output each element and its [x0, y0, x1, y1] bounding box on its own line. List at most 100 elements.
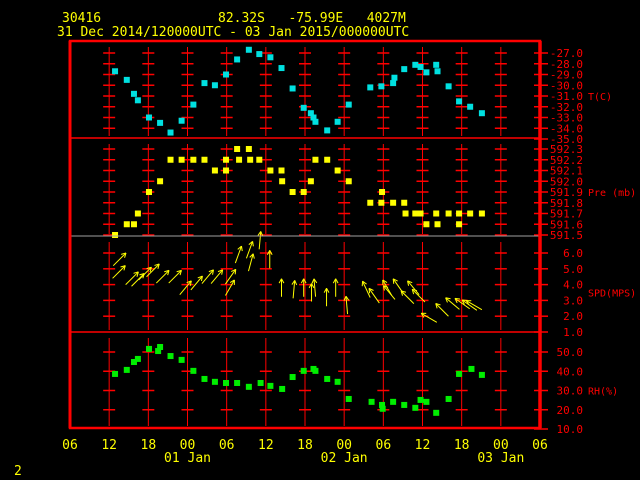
wind-arrow-shaft [146, 263, 160, 278]
data-point [112, 68, 119, 75]
wind-arrow-head [407, 280, 410, 286]
wind-arrow [155, 269, 170, 284]
x-tick-label: 18 [297, 438, 313, 453]
data-point [412, 61, 419, 68]
x-tick-label: 00 [180, 438, 196, 453]
data-point [402, 210, 409, 217]
x-tick-label: 12 [258, 438, 274, 453]
wind-arrow-head [120, 265, 126, 268]
data-point [300, 367, 307, 374]
wind-arrow-head [260, 231, 264, 237]
wind-arrow-head [343, 295, 347, 301]
axis-tick-label: 50.0 [557, 346, 584, 359]
data-point [324, 375, 331, 382]
wind-arrow-head [454, 297, 460, 300]
wind-arrow-shaft [454, 297, 470, 310]
data-point [201, 80, 208, 87]
data-point [433, 210, 440, 217]
data-point [417, 396, 424, 403]
data-point [433, 61, 440, 68]
data-point [112, 232, 119, 238]
wind-arrow [248, 253, 255, 272]
wind-arrow-head [368, 288, 371, 294]
wind-arrow-shaft [407, 280, 420, 295]
axis-tick-label: 591.7 [550, 208, 583, 221]
wind-arrow-shaft [168, 269, 182, 284]
wind-arrow [323, 288, 330, 307]
wind-arrow-head [345, 295, 350, 301]
wind-arrow-head [435, 303, 441, 306]
data-point [445, 83, 452, 90]
series-wind [112, 231, 483, 323]
wind-arrow-shaft [210, 269, 224, 284]
wind-arrow [257, 231, 264, 250]
x-tick-label: 00 [336, 438, 352, 453]
wind-arrow-head [266, 250, 271, 255]
wind-arrow-head [445, 297, 451, 300]
data-point [324, 127, 331, 134]
x-date-label: 01 Jan [164, 451, 211, 466]
wind-arrow [245, 241, 254, 259]
data-point [247, 156, 254, 163]
data-point [157, 119, 164, 126]
data-point [401, 66, 408, 73]
wind-arrow-shaft [445, 297, 460, 310]
wind-arrow-head [154, 263, 160, 266]
wind-arrow-head [136, 271, 139, 277]
wind-arrow-head [411, 289, 415, 295]
data-point [289, 85, 296, 92]
data-point [390, 80, 397, 87]
wind-arrow [461, 299, 478, 311]
x-tick-label: 06 [532, 438, 548, 453]
data-point [279, 385, 286, 392]
wind-arrow-head [368, 287, 374, 291]
wind-arrow-head [278, 278, 282, 284]
wind-arrow-head [291, 280, 296, 285]
data-point [267, 54, 274, 61]
wind-arrow-head [229, 279, 235, 283]
wind-arrow-head [332, 278, 337, 284]
wind-arrow-head [257, 231, 262, 236]
wind-arrow-head [281, 278, 285, 284]
series-temp [112, 46, 485, 136]
data-point [312, 367, 319, 374]
wind-arrow-head [139, 273, 145, 276]
wind-arrow-shaft [292, 280, 296, 299]
wind-arrow-shaft [112, 265, 126, 279]
data-point [412, 210, 419, 217]
data-point [467, 210, 474, 217]
data-point [167, 129, 174, 136]
data-point [300, 104, 307, 111]
data-point [145, 345, 152, 352]
data-point [245, 383, 252, 390]
axis-tick-label: -28.0 [550, 58, 583, 71]
wind-arrow-head [212, 269, 215, 275]
wind-arrow [291, 280, 298, 299]
data-point [223, 167, 230, 174]
wind-arrow [420, 312, 438, 323]
axis-tick-label: 591.8 [550, 197, 583, 210]
data-point [178, 156, 185, 163]
data-point [367, 199, 374, 206]
axis-tick-label: -35.0 [550, 133, 583, 146]
wind-arrow-head [407, 280, 413, 284]
wind-arrow-shaft [179, 280, 192, 295]
data-point [190, 367, 197, 374]
wind-arrow-head [400, 290, 407, 293]
data-point [445, 395, 452, 402]
series-pres [112, 146, 485, 238]
data-point [257, 379, 264, 386]
data-point [223, 156, 230, 163]
axis-tick-label: 592.1 [550, 165, 583, 178]
data-point [324, 156, 331, 163]
axis-tick-label: 591.9 [550, 186, 583, 199]
axis-tick-label: -30.0 [550, 79, 583, 92]
data-point [211, 167, 218, 174]
wind-arrow-head [308, 283, 312, 289]
data-point [167, 353, 174, 360]
data-point [279, 178, 286, 185]
wind-arrow-head [311, 278, 315, 284]
x-tick-label: 06 [219, 438, 235, 453]
x-tick-label: 00 [493, 438, 509, 453]
wind-arrow-head [200, 276, 203, 282]
